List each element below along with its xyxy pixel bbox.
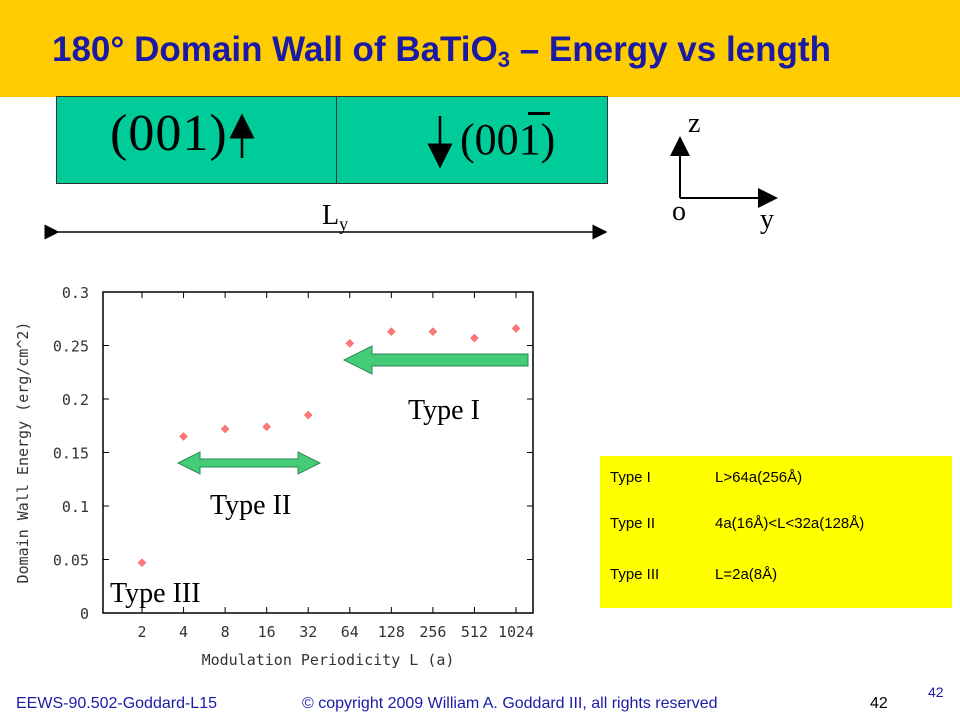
y-tick-label: 0.25 [53,338,89,356]
y-tick-label: 0.2 [62,391,89,409]
slide-title: 180° Domain Wall of BaTiO3 – Energy vs l… [52,30,831,72]
x-tick-label: 16 [258,623,276,641]
footer-course: EEWS-90.502-Goddard-L15 [16,695,217,712]
length-label: Ly [322,200,349,234]
x-tick-label: 128 [378,623,405,641]
x-tick-label: 1024 [498,623,534,641]
y-tick-label: 0.1 [62,498,89,516]
energy-chart: 0 0.05 0.1 0.15 0.2 0.25 0.3 2 4 8 16 32 64 128 256 512… [14,284,534,669]
data-point [511,324,521,333]
y-tick-label: 0 [80,605,89,623]
slide-number: 42 [928,684,944,700]
data-point [220,424,230,434]
data-point [303,410,313,420]
type-ii-range-arrow [176,451,322,475]
left-domain-miller-index: (001) [110,105,228,162]
data-point [137,558,147,568]
x-tick-label: 2 [137,623,146,641]
x-tick-label: 512 [461,623,488,641]
domain-wall-diagram [56,96,608,184]
data-point [179,432,188,441]
y-tick-label: 0.15 [53,445,89,463]
data-point [386,327,396,336]
type-i-label: Type I [408,395,480,426]
title-bar [0,0,960,97]
footer-copyright: © copyright 2009 William A. Goddard III,… [302,695,718,712]
y-tick-label: 0.3 [62,284,89,302]
data-point [470,333,479,343]
x-tick-label: 4 [179,623,188,641]
type-i-range-arrow [342,345,529,375]
miller-overbar [528,112,550,115]
origin-label: o [672,196,686,227]
legend-row-type-i: Type I L>64a(256Å) [610,469,803,486]
plot-frame [102,291,534,614]
legend-row-type-ii: Type II 4a(16Å)<L<32a(128Å) [610,515,865,532]
y-axis-title: Domain Wall Energy (erg/cm^2) [14,322,32,584]
right-domain-miller-index: (001) [460,115,556,164]
type-iii-label: Type III [110,578,201,609]
x-tick-label: 32 [299,623,317,641]
x-tick-label: 256 [419,623,446,641]
y-tick-label: 0.05 [53,552,89,570]
y-axis-label: y [760,204,774,235]
footer-page: 42 [870,695,888,712]
data-point [262,422,272,432]
data-point [345,339,355,348]
type-ii-label: Type II [210,490,292,521]
domain-wall-divider [336,96,337,184]
x-tick-label: 8 [221,623,230,641]
type-legend-box: Type I L>64a(256Å) Type II 4a(16Å)<L<32a(1… [600,456,952,608]
data-point [428,327,438,336]
x-tick-label: 64 [341,623,359,641]
z-axis-label: z [688,108,701,139]
x-axis-title: Modulation Periodicity L (a) [202,651,455,669]
legend-row-type-iii: Type III L=2a(8Å) [610,566,778,583]
